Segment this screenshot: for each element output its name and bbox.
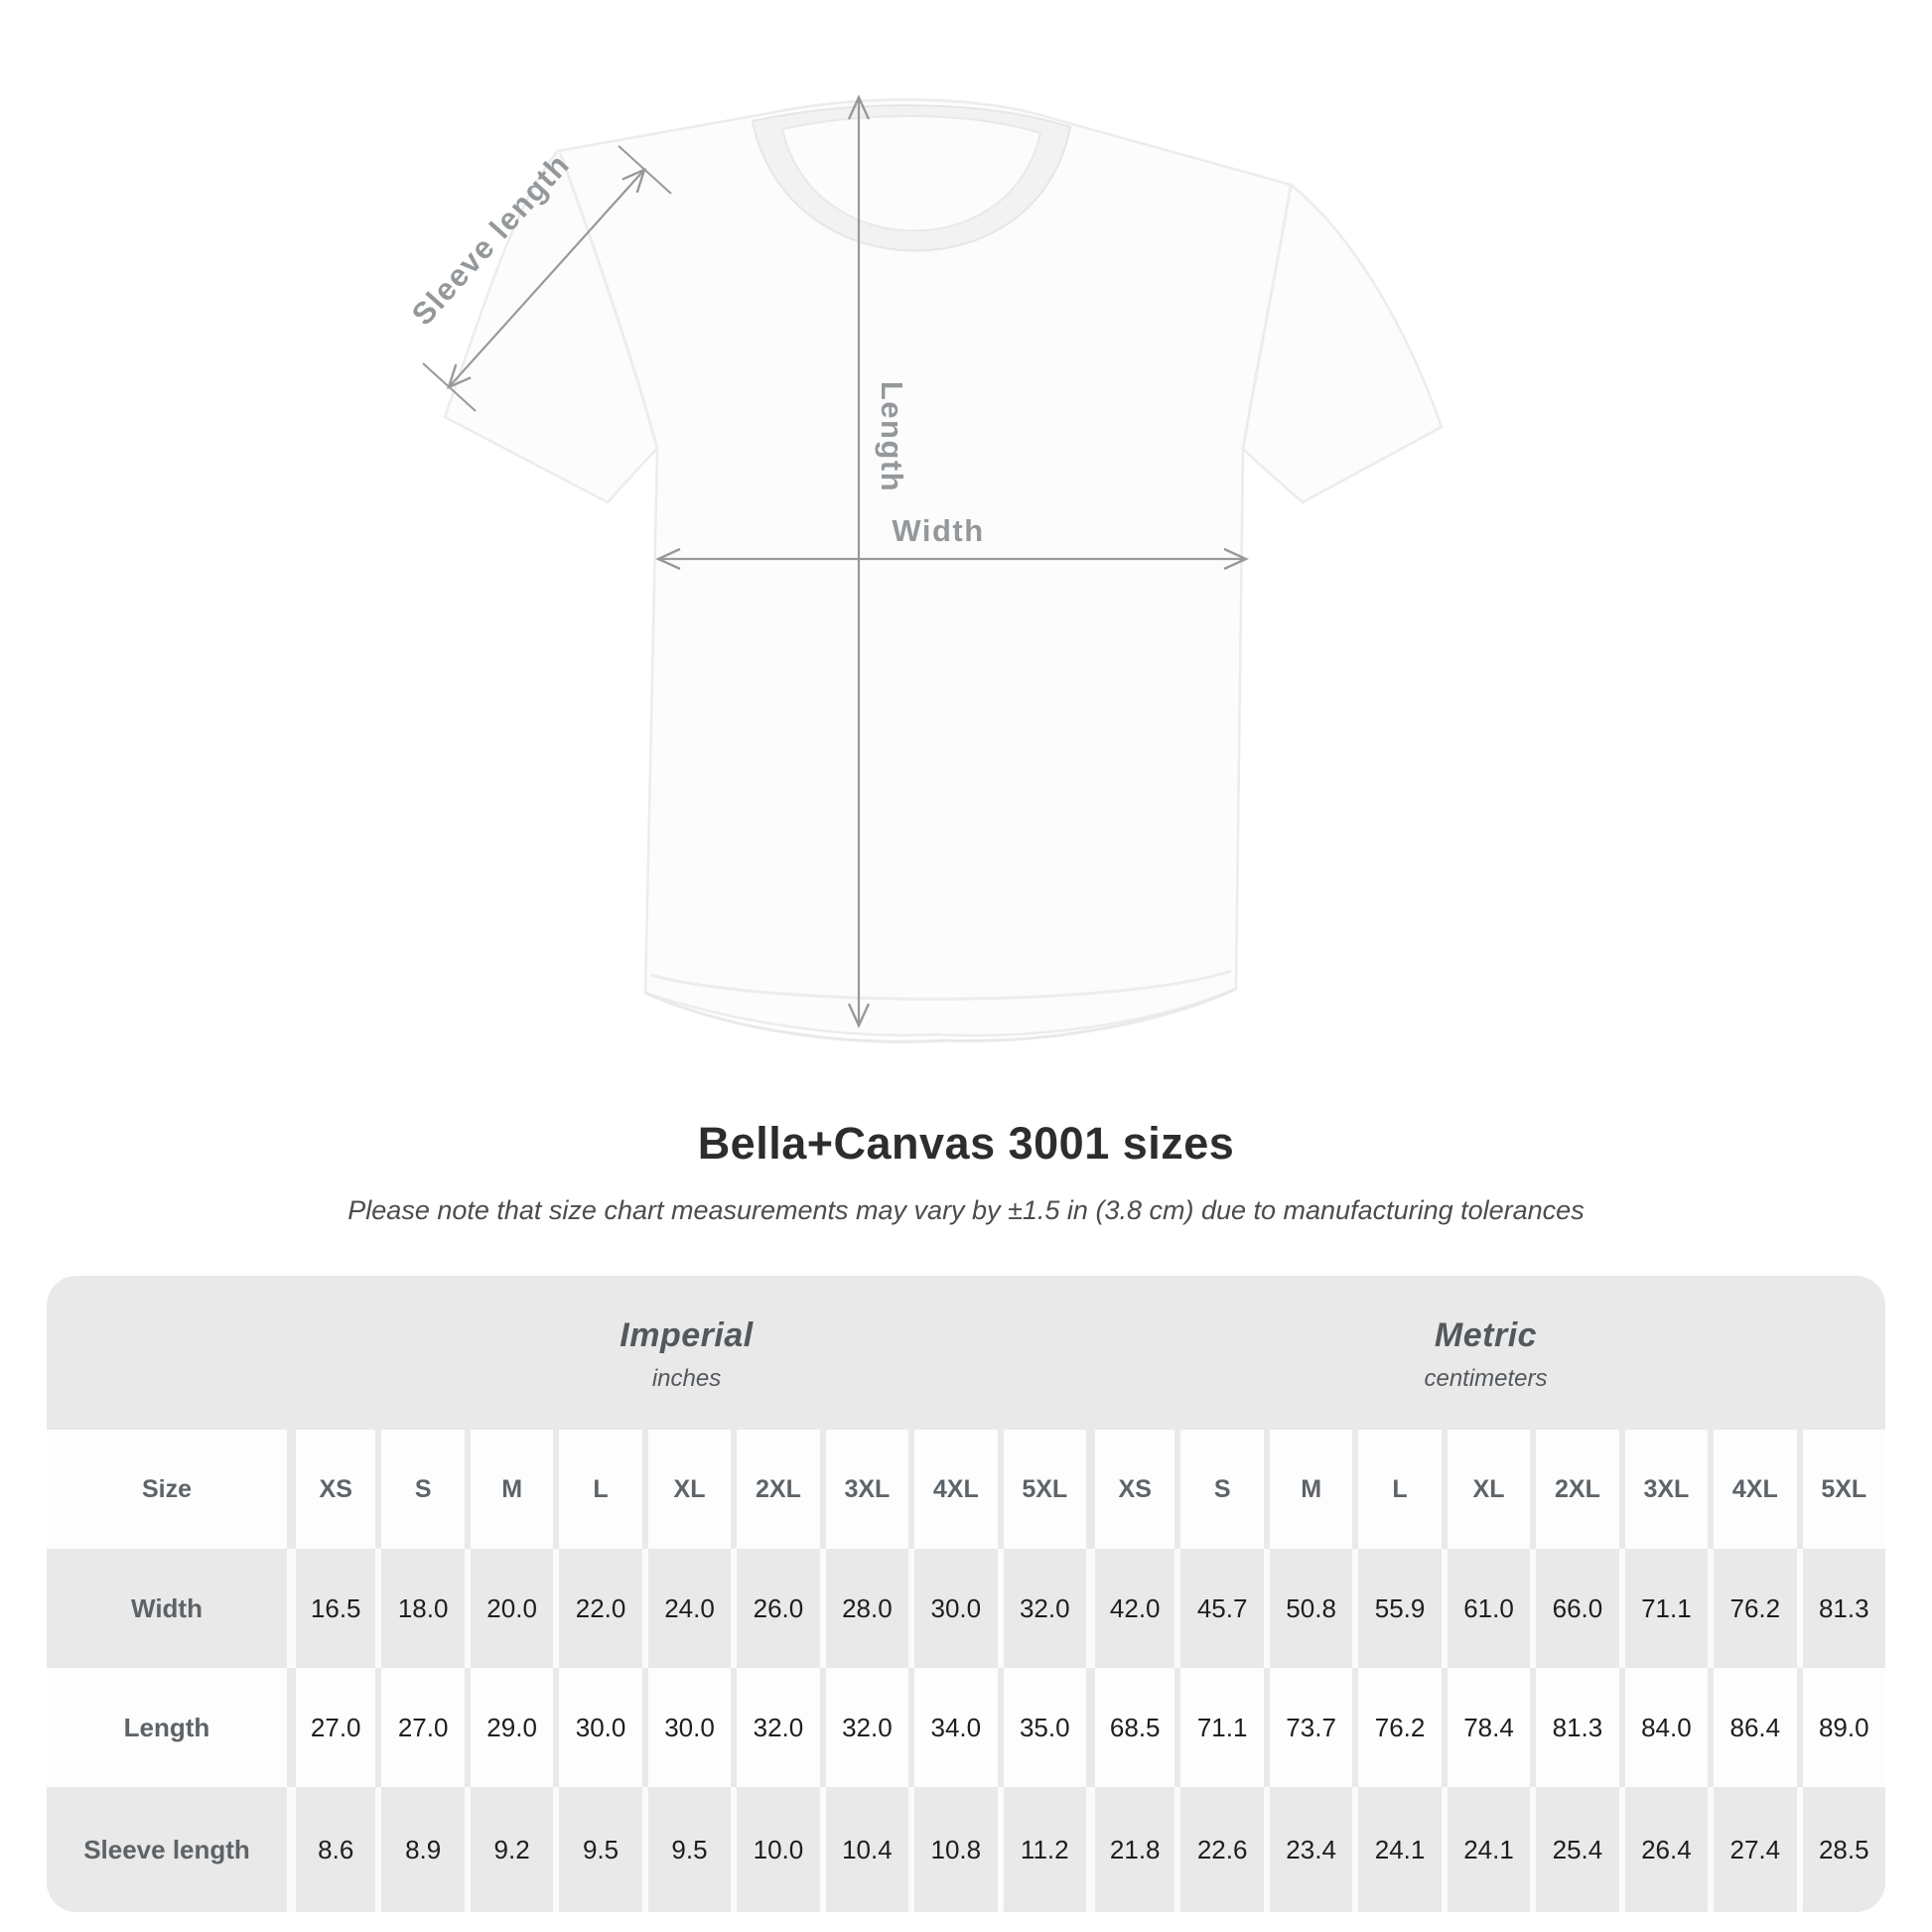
- size-col-header-metric-5xl: 5XL: [1796, 1430, 1885, 1549]
- metric-value: 71.1: [1618, 1549, 1708, 1668]
- imperial-value: 16.5: [287, 1549, 375, 1668]
- metric-value: 55.9: [1352, 1549, 1441, 1668]
- metric-label: Metric: [1434, 1316, 1538, 1354]
- imperial-value: 22.0: [553, 1549, 641, 1668]
- imperial-value: 8.9: [375, 1787, 464, 1912]
- metric-value: 76.2: [1708, 1549, 1796, 1668]
- imperial-value: 8.6: [287, 1787, 375, 1912]
- size-col-header-metric-l: L: [1352, 1430, 1442, 1549]
- imperial-value: 24.0: [641, 1549, 731, 1668]
- metric-value: 76.2: [1352, 1668, 1442, 1787]
- imperial-value: 9.5: [641, 1787, 731, 1912]
- metric-value: 50.8: [1263, 1549, 1352, 1668]
- width-label: Width: [892, 513, 984, 548]
- size-corner-label: Size: [47, 1430, 287, 1549]
- size-col-header-imperial-3xl: 3XL: [819, 1430, 909, 1549]
- metric-value: 25.4: [1530, 1787, 1618, 1912]
- imperial-value: 28.0: [819, 1549, 908, 1668]
- size-col-header-imperial-l: L: [553, 1430, 642, 1549]
- imperial-value: 10.4: [819, 1787, 908, 1912]
- metric-value: 21.8: [1085, 1787, 1174, 1912]
- metric-unit: centimeters: [1424, 1365, 1548, 1392]
- row-label: Width: [131, 1592, 203, 1623]
- imperial-value: 27.0: [375, 1668, 465, 1787]
- metric-value: 26.4: [1618, 1787, 1708, 1912]
- imperial-value: 32.0: [731, 1668, 820, 1787]
- metric-value: 78.4: [1441, 1668, 1531, 1787]
- size-col-header-imperial-xs: XS: [287, 1430, 376, 1549]
- imperial-value: 32.0: [819, 1668, 909, 1787]
- size-col-header-metric-2xl: 2XL: [1530, 1430, 1619, 1549]
- imperial-value: 35.0: [997, 1668, 1086, 1787]
- unit-group-header-row: Imperial inches Metric centimeters: [47, 1276, 1885, 1430]
- imperial-value: 20.0: [464, 1549, 553, 1668]
- page-title: Bella+Canvas 3001 sizes: [697, 1118, 1235, 1169]
- metric-value: 73.7: [1263, 1668, 1353, 1787]
- metric-value: 89.0: [1796, 1668, 1885, 1787]
- corner-spacer: [47, 1276, 287, 1430]
- imperial-value: 9.5: [553, 1787, 641, 1912]
- metric-value: 84.0: [1618, 1668, 1709, 1787]
- metric-value: 86.4: [1708, 1668, 1797, 1787]
- size-col-header-metric-s: S: [1174, 1430, 1264, 1549]
- size-col-header-metric-xs: XS: [1085, 1430, 1175, 1549]
- imperial-value: 10.0: [731, 1787, 819, 1912]
- imperial-group-header: Imperial inches: [287, 1276, 1086, 1430]
- size-col-header-imperial-xl: XL: [641, 1430, 732, 1549]
- tshirt-measurement-diagram: Sleeve length Length Width: [405, 94, 1444, 1043]
- imperial-value: 11.2: [997, 1787, 1086, 1912]
- size-col-header-imperial-4xl: 4XL: [908, 1430, 998, 1549]
- metric-value: 61.0: [1441, 1549, 1530, 1668]
- size-table: Imperial inches Metric centimeters Size X…: [47, 1276, 1885, 1912]
- row-label: Length: [47, 1668, 287, 1787]
- metric-value: 28.5: [1796, 1787, 1885, 1912]
- metric-value: 24.1: [1441, 1787, 1530, 1912]
- imperial-value: 30.0: [641, 1668, 732, 1787]
- metric-value: 68.5: [1085, 1668, 1175, 1787]
- size-col-header-imperial-2xl: 2XL: [731, 1430, 820, 1549]
- metric-value: 81.3: [1796, 1549, 1885, 1668]
- size-col-header-imperial-m: M: [464, 1430, 554, 1549]
- imperial-label: Imperial: [620, 1316, 754, 1354]
- imperial-value: 27.0: [287, 1668, 376, 1787]
- sleeve-length-arrow: [422, 145, 672, 412]
- imperial-value: 32.0: [997, 1549, 1086, 1668]
- metric-value: 81.3: [1530, 1668, 1619, 1787]
- imperial-value: 18.0: [375, 1549, 464, 1668]
- imperial-value: 34.0: [908, 1668, 998, 1787]
- metric-value: 45.7: [1174, 1549, 1263, 1668]
- size-col-header-metric-xl: XL: [1441, 1430, 1531, 1549]
- page-subtitle: Please note that size chart measurements…: [347, 1195, 1585, 1225]
- imperial-value: 10.8: [908, 1787, 997, 1912]
- imperial-unit: inches: [651, 1365, 722, 1392]
- metric-value: 22.6: [1174, 1787, 1263, 1912]
- metric-value: 66.0: [1530, 1549, 1618, 1668]
- size-col-header-metric-m: M: [1263, 1430, 1353, 1549]
- imperial-value: 30.0: [908, 1549, 997, 1668]
- size-col-header-metric-4xl: 4XL: [1708, 1430, 1797, 1549]
- size-table-grid: Size XS S M L XL 2XL 3XL 4XL 5XL XS S M L XL 2XL 3XL 4XL 5…: [47, 1430, 1885, 1912]
- metric-value: 27.4: [1708, 1787, 1796, 1912]
- metric-value: 23.4: [1263, 1787, 1352, 1912]
- size-col-header-imperial-5xl: 5XL: [997, 1430, 1086, 1549]
- length-label: Length: [875, 381, 909, 492]
- metric-group-header: Metric centimeters: [1086, 1276, 1885, 1430]
- metric-value: 42.0: [1085, 1549, 1174, 1668]
- imperial-value: 9.2: [464, 1787, 553, 1912]
- imperial-value: 30.0: [553, 1668, 642, 1787]
- imperial-value: 29.0: [464, 1668, 554, 1787]
- row-label: Sleeve length: [83, 1834, 250, 1864]
- metric-value: 71.1: [1174, 1668, 1264, 1787]
- metric-value: 24.1: [1352, 1787, 1441, 1912]
- imperial-value: 26.0: [731, 1549, 819, 1668]
- tshirt-image: [443, 98, 1444, 1043]
- size-col-header-metric-3xl: 3XL: [1618, 1430, 1709, 1549]
- size-col-header-imperial-s: S: [375, 1430, 465, 1549]
